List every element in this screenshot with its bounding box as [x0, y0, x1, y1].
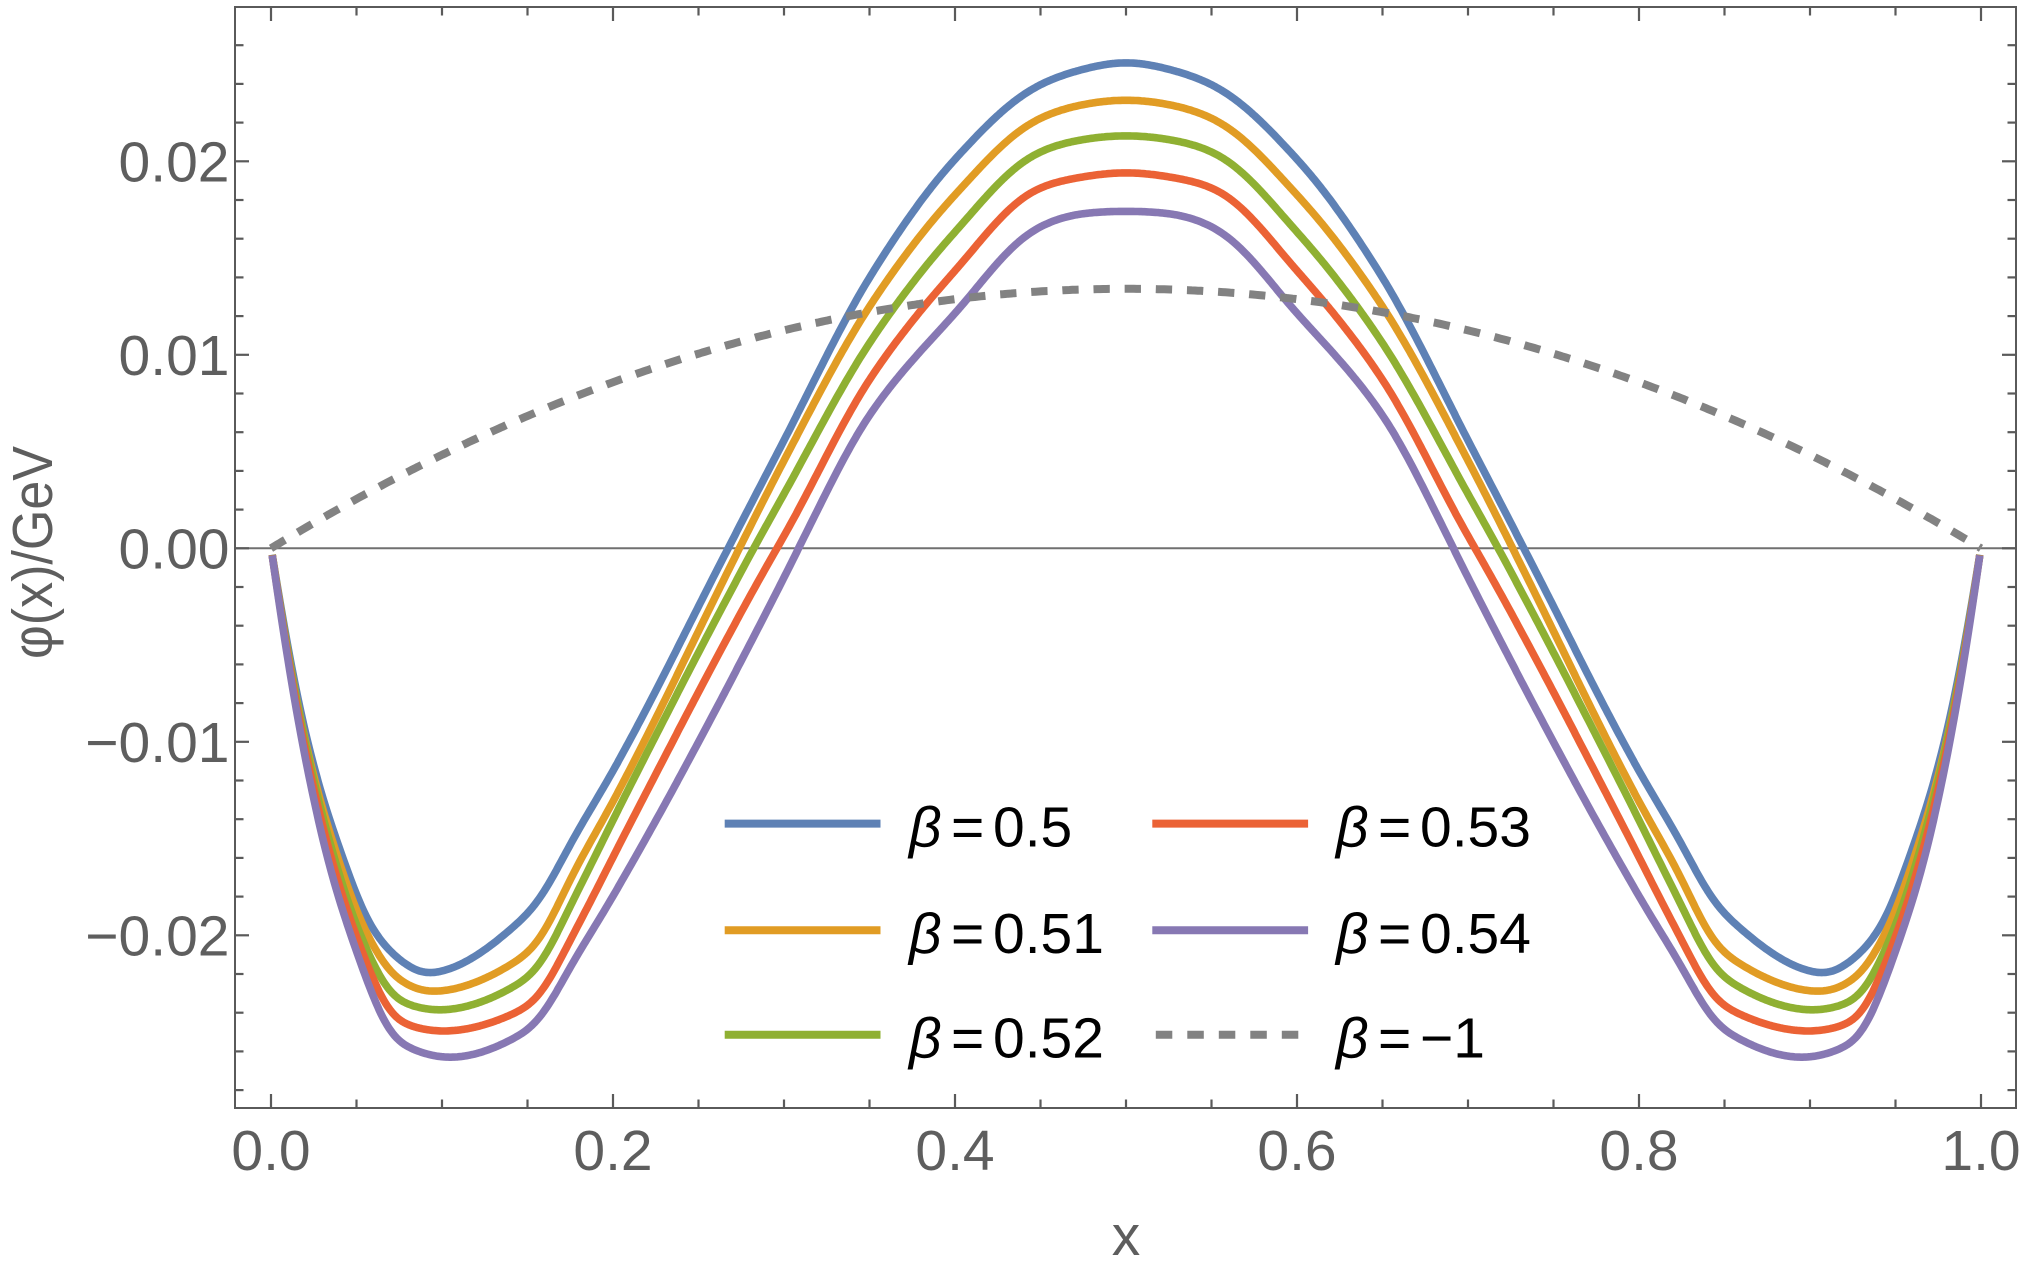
svg-text:−0.02: −0.02 [85, 905, 229, 969]
svg-text:β=0.51: β = 0.51 [907, 902, 1104, 966]
svg-text:β=0.53: β = 0.53 [1334, 795, 1531, 859]
svg-text:x: x [1112, 1204, 1141, 1258]
svg-text:β=0.5: β = 0.5 [907, 795, 1072, 859]
svg-text:1.0: 1.0 [1941, 1119, 2020, 1183]
svg-text:0.8: 0.8 [1599, 1119, 1678, 1183]
svg-text:0.01: 0.01 [119, 324, 230, 388]
svg-text:0.0: 0.0 [231, 1119, 310, 1183]
svg-text:−0.01: −0.01 [85, 711, 229, 775]
svg-text:0.02: 0.02 [119, 131, 230, 195]
svg-text:0.2: 0.2 [573, 1119, 652, 1183]
svg-text:0.6: 0.6 [1257, 1119, 1336, 1183]
svg-text:0.4: 0.4 [915, 1119, 994, 1183]
svg-text:0.00: 0.00 [119, 518, 230, 582]
svg-text:β=0.52: β = 0.52 [907, 1007, 1104, 1071]
svg-text:β=−1: β = −1 [1334, 1007, 1485, 1071]
svg-text:β=0.54: β = 0.54 [1334, 902, 1531, 966]
svg-text:φ(x)/GeV: φ(x)/GeV [1, 446, 65, 659]
